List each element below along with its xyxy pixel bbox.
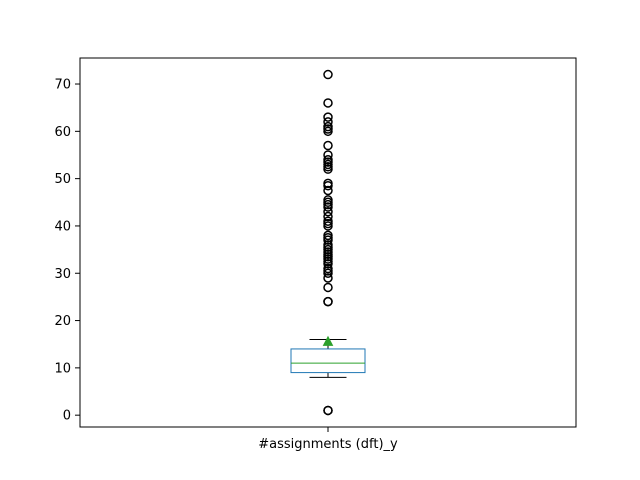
x-category-label: #assignments (dft)_y <box>258 437 398 452</box>
outlier-point <box>323 230 333 241</box>
outlier-point <box>323 154 333 165</box>
outlier-point <box>323 211 333 222</box>
outlier-point <box>323 140 333 151</box>
outlier-point <box>323 185 333 196</box>
y-tick-label: 30 <box>54 267 71 282</box>
y-tick-label: 10 <box>54 361 71 376</box>
iqr-box <box>290 348 366 374</box>
y-axis-ticks: 0 10 20 30 40 50 60 70 <box>54 78 80 424</box>
y-tick-label: 0 <box>63 409 71 424</box>
outlier-point <box>323 178 333 189</box>
y-tick-label: 50 <box>54 172 71 187</box>
y-tick-label: 40 <box>54 219 71 234</box>
outlier-point <box>323 195 333 205</box>
outlier-point <box>323 273 333 283</box>
outlier-point <box>323 263 333 274</box>
outlier-point <box>323 69 333 80</box>
outlier-point <box>323 98 333 108</box>
outlier-point <box>323 117 333 127</box>
mean-marker <box>322 335 334 346</box>
y-tick-label: 70 <box>54 78 71 93</box>
outlier-point <box>323 240 333 250</box>
outlier-point <box>323 150 333 160</box>
outlier-point <box>323 216 333 226</box>
outlier-point <box>323 405 333 416</box>
outlier-point <box>323 282 333 293</box>
plot-area <box>290 69 366 416</box>
y-tick-label: 60 <box>54 125 71 140</box>
outlier-point <box>323 112 333 122</box>
y-tick-label: 20 <box>54 314 71 329</box>
outlier-point <box>323 207 333 217</box>
outlier-point <box>323 121 333 132</box>
outlier-point <box>323 296 333 307</box>
